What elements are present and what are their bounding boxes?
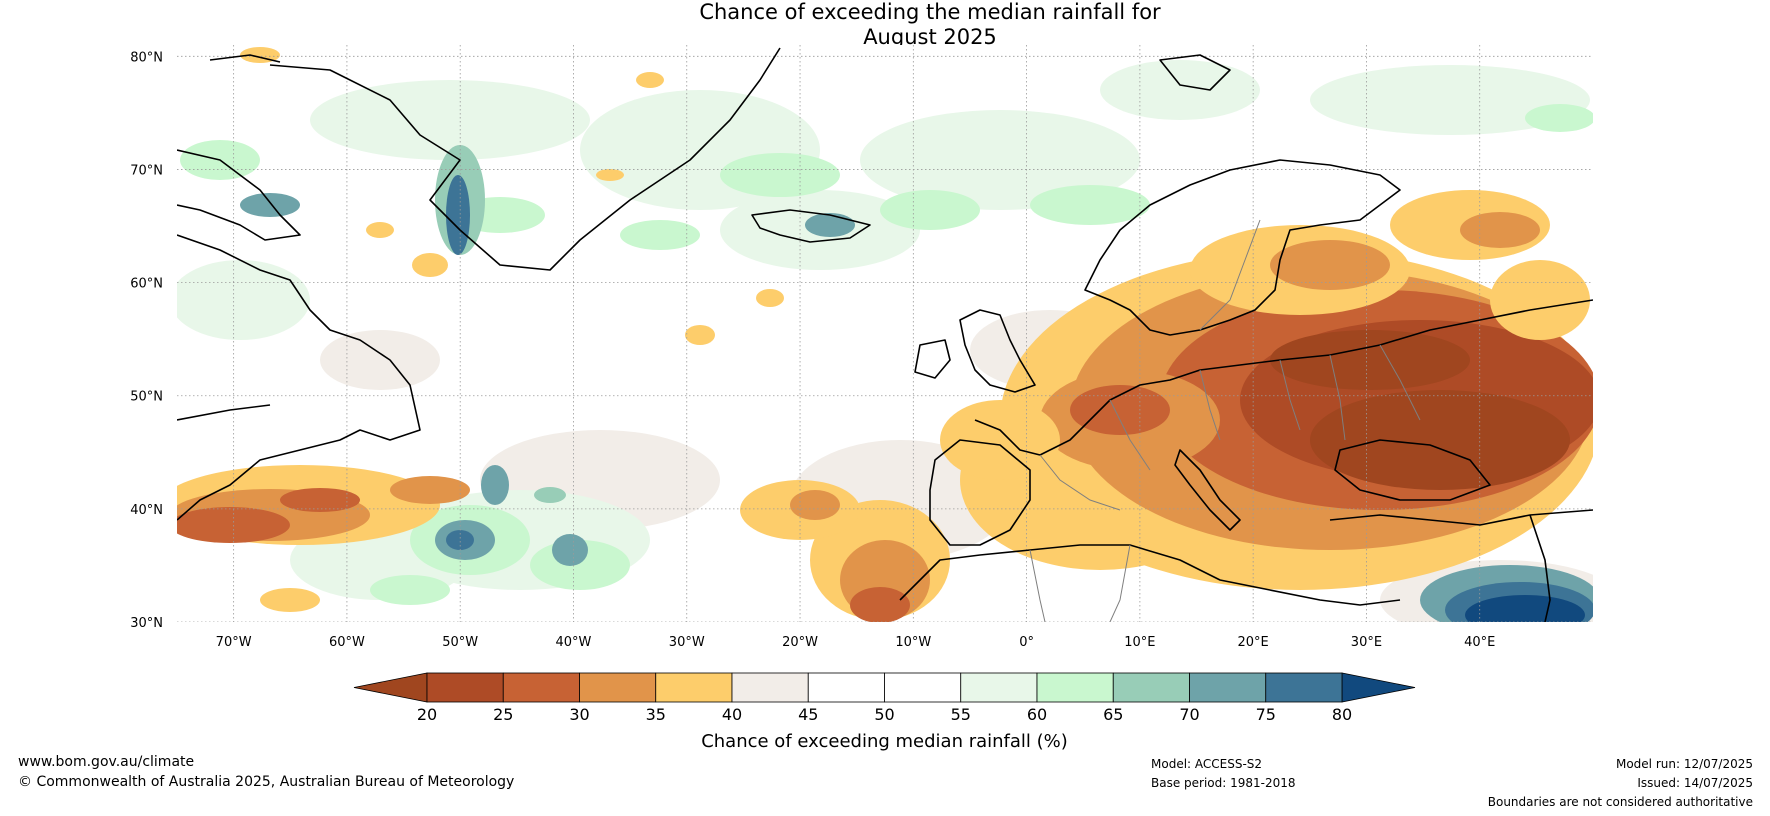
copyright-text: © Commonwealth of Australia 2025, Austra… [18,774,515,790]
colorbar-label: Chance of exceeding median rainfall (%) [701,731,1068,752]
colorbar-bin [655,672,733,703]
colorbar-extend-high [1341,672,1416,703]
model-name: Model: ACCESS-S2 [1151,757,1263,771]
colorbar-tick-label: 60 [1027,705,1047,724]
colorbar-bin [579,672,657,703]
colorbar-tick-label: 80 [1332,705,1352,724]
website-url: www.bom.gov.au/climate [18,754,195,770]
colorbar-bin [1189,672,1267,703]
colorbar-bin [502,672,580,703]
colorbar-bin [884,672,962,703]
lon-label: 30°E [1351,635,1382,650]
colorbar-extend-low [353,672,428,703]
colorbar-tick-label: 40 [722,705,742,724]
colorbar-tick-label: 25 [493,705,513,724]
map-panel [177,45,1593,622]
lon-label: 0° [1019,635,1034,650]
colorbar-bin [960,672,1038,703]
lat-label: 70°N [130,163,163,178]
lat-label: 50°N [130,390,163,405]
boundaries-note: Boundaries are not considered authoritat… [1487,795,1753,809]
lat-label: 40°N [130,503,163,518]
lon-label: 40°E [1464,635,1495,650]
title-line-1: Chance of exceeding the median rainfall … [699,0,1161,24]
model-run-date: Model run: 12/07/2025 [1615,757,1753,771]
base-period: Base period: 1981-2018 [1151,776,1296,790]
lat-label: 30°N [130,616,163,631]
colorbar-bin [807,672,885,703]
colorbar: 20 25 30 35 40 45 50 55 60 65 70 75 80 Chance of exce… [353,672,1416,752]
rainfall-anomaly-field [177,47,1593,622]
lon-label: 40°W [556,635,592,650]
graticule [177,45,1593,622]
lon-label: 10°W [895,635,931,650]
colorbar-tick-label: 20 [417,705,437,724]
lat-label: 80°N [130,50,163,65]
lon-label: 50°W [442,635,478,650]
colorbar-tick-label: 30 [569,705,589,724]
lat-label: 60°N [130,277,163,292]
lon-label: 60°W [329,635,365,650]
colorbar-bin [1265,672,1343,703]
issued-date: Issued: 14/07/2025 [1637,776,1753,790]
lon-label: 10°E [1124,635,1155,650]
lon-label: 20°W [782,635,818,650]
latitude-labels: 30°N 40°N 50°N 60°N 70°N 80°N [130,50,163,631]
lon-label: 30°W [669,635,705,650]
colorbar-tick-label: 75 [1256,705,1276,724]
colorbar-tick-label: 65 [1103,705,1123,724]
colorbar-tick-label: 45 [798,705,818,724]
coastlines [177,47,1593,622]
colorbar-tick-label: 70 [1179,705,1199,724]
colorbar-bin [1112,672,1190,703]
colorbar-tick-label: 55 [951,705,971,724]
lon-label: 20°E [1238,635,1269,650]
colorbar-tick-label: 35 [646,705,666,724]
map-title: Chance of exceeding the median rainfall … [0,0,1770,50]
country-borders [1029,219,1421,622]
colorbar-tick-label: 50 [874,705,894,724]
colorbar-bin [1036,672,1114,703]
colorbar-bin [426,672,504,703]
colorbar-bin [731,672,809,703]
longitude-labels: 70°W 60°W 50°W 40°W 30°W 20°W 10°W 0° 10°E 20°E 30… [216,635,1496,650]
lon-label: 70°W [216,635,252,650]
